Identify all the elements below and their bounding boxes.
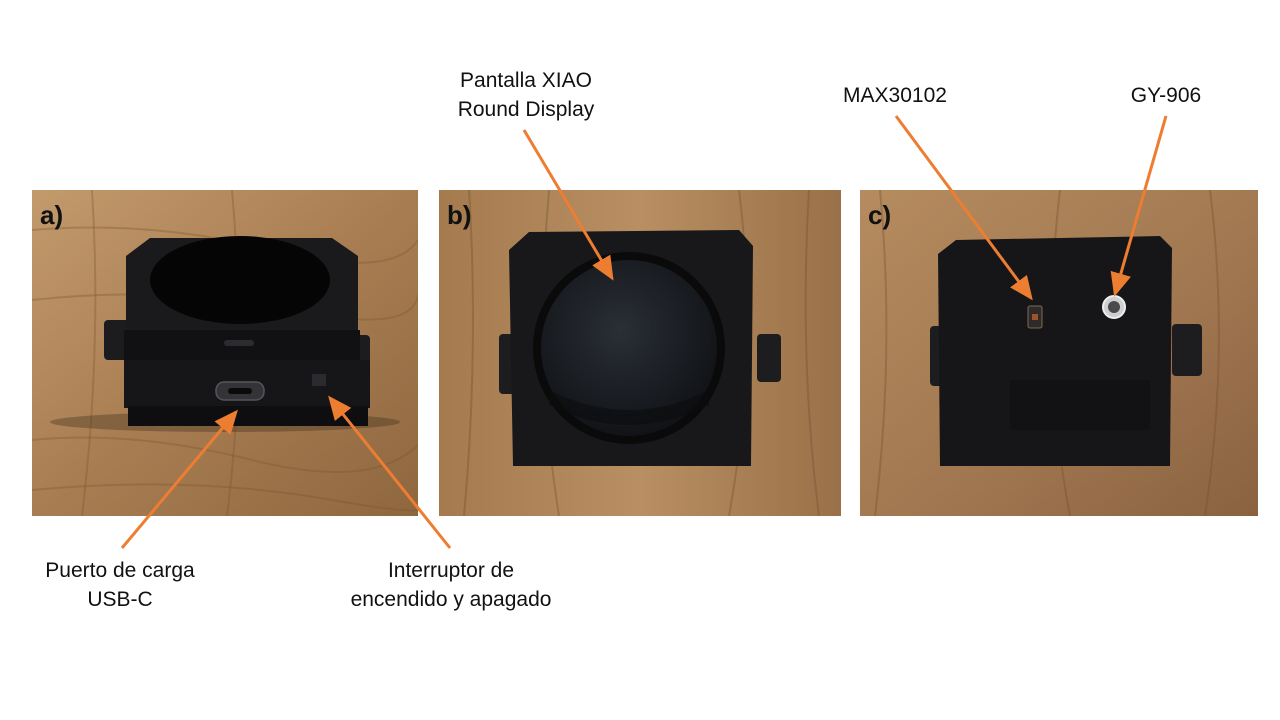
callout-line: Puerto de carga (45, 559, 195, 582)
callout-xiao-round-display: Pantalla XIAO Round Display (426, 66, 626, 124)
device-front-display-photo (439, 190, 841, 516)
callout-line: GY-906 (1130, 84, 1202, 107)
device-back-sensors-photo (860, 190, 1258, 516)
callout-line: MAX30102 (843, 84, 947, 107)
photo-panel-a: a) (32, 190, 418, 516)
callout-line: Pantalla XIAO (460, 69, 592, 92)
photo-panel-c: c) (860, 190, 1258, 516)
device-side-view-photo (32, 190, 418, 516)
callout-usb-c-port: Puerto de carga USB-C (20, 556, 220, 614)
callout-line: Interruptor de (387, 559, 515, 582)
photo-panel-b: b) (439, 190, 841, 516)
callout-max30102: MAX30102 (815, 81, 975, 110)
panel-label-b: b) (447, 200, 472, 230)
panel-label-a: a) (40, 200, 64, 230)
panel-label-c: c) (868, 200, 892, 230)
callout-power-switch: Interruptor de encendido y apagado (331, 556, 571, 614)
callout-line: Round Display (457, 98, 595, 121)
callout-line: USB-C (87, 588, 153, 611)
callout-line: encendido y apagado (350, 588, 552, 611)
callout-gy906: GY-906 (1106, 81, 1226, 110)
